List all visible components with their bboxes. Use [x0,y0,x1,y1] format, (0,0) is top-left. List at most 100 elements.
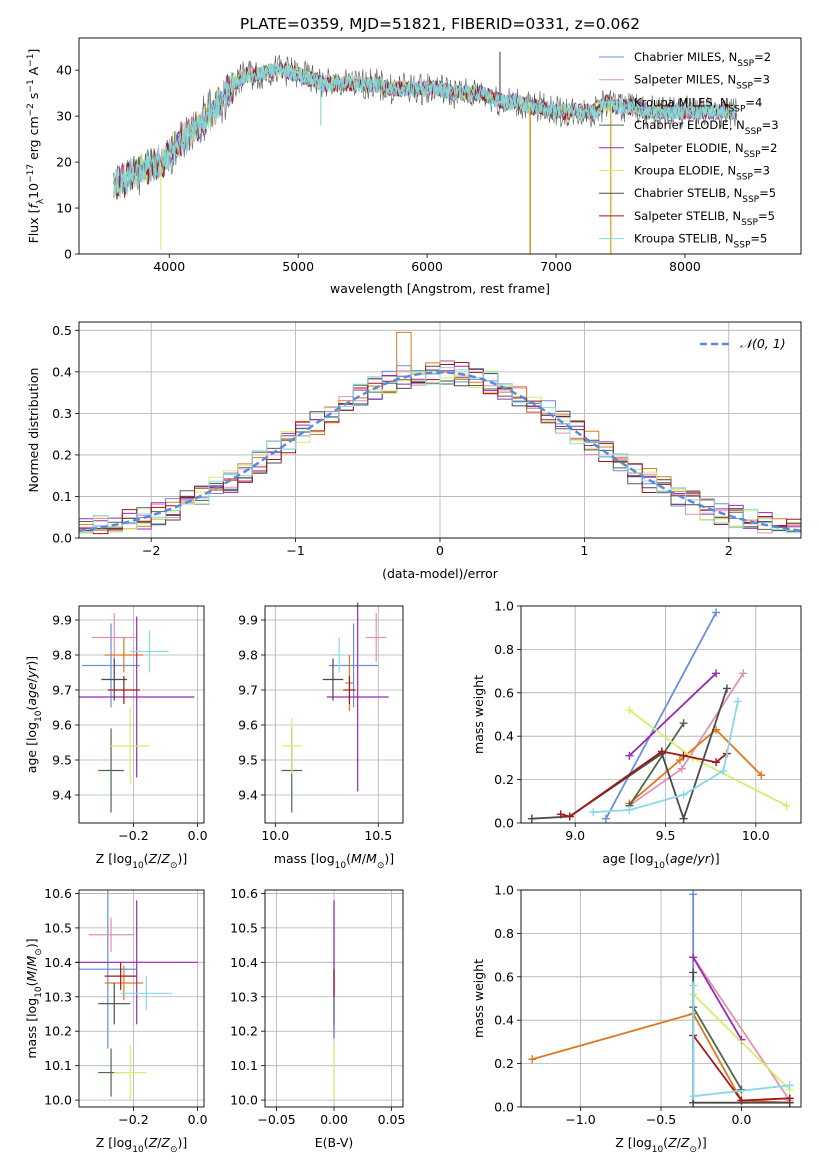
legend-entry: Kroupa ELODIE, NSSP=3 [634,164,770,183]
y-tick-label: 0.4 [494,1013,514,1028]
y-tick-label: 10.1 [230,1058,258,1073]
data-point [675,756,684,765]
line-series [689,1031,794,1105]
series-line [692,956,743,1041]
errorbar-point [281,718,303,774]
errorbar-point [343,676,356,704]
y-tick-label: 0.0 [494,816,514,831]
x-tick-label: 9.5 [656,828,676,843]
y-tick-label: 30 [56,109,72,124]
plot-weight-vs-Z: −1.0 −0.5 0.0 0.0 0.2 0.4 0.6 0.8 1.0 mass weight… [471,883,802,1155]
x-tick-label: 0.0 [732,1112,752,1127]
y-tick-label: 9.5 [238,753,258,768]
y-tick-label: 0.5 [52,323,72,338]
y-tick-label: 10.2 [230,1024,258,1039]
errorbar-point [91,613,137,662]
spectrum-series [113,63,737,196]
series-line [692,956,791,1102]
series-line [628,672,717,757]
y-tick-label: 10.4 [44,955,72,970]
legend-entry: Salpeter ELODIE, NSSP=2 [634,141,777,160]
x-axis-label: Z [log10(Z/Z⊙)] [96,1135,188,1155]
series-line [532,1012,790,1104]
y-tick-label: 9.4 [238,788,258,803]
legend-entry: Chabrier STELIB, NSSP=5 [634,186,776,205]
plot-area [75,890,198,1101]
errorbar-point [101,658,128,701]
x-tick-label: 10.5 [364,828,392,843]
x-tick-label: −0.2 [118,828,148,843]
line-series [625,706,791,810]
legend-entry: Chabrier MILES, NSSP=2 [634,50,771,69]
line-series [601,608,721,823]
data-point [733,697,742,706]
y-tick-label: 9.5 [52,753,72,768]
x-tick-label: 8000 [669,259,701,274]
errorbar-point [79,890,137,1049]
y-tick-label: 0.3 [52,406,72,421]
figure-title: PLATE=0359, MJD=51821, FIBERID=0331, z=0… [240,15,640,33]
errorbar-point [114,1045,147,1101]
plot-area [281,602,389,813]
y-tick-label: 1.0 [494,883,514,898]
data-point [737,1096,746,1105]
data-point [589,808,598,817]
errorbar-point [82,623,140,708]
data-point [679,719,688,728]
x-tick-label: −0.05 [257,1112,295,1127]
x-tick-label: 0.00 [320,1112,348,1127]
axes-frame [264,889,404,1108]
series-line [605,612,717,820]
legend-entry: Chabrier ELODIE, NSSP=3 [634,118,779,137]
data-point [565,812,574,821]
data-point [625,706,634,715]
legend-entry: Kroupa STELIB, NSSP=5 [634,232,767,251]
y-axis-label: Normed distribution [26,368,41,493]
data-point [757,771,766,780]
y-tick-label: 9.9 [52,613,72,628]
y-tick-label: 0.0 [52,531,72,546]
errorbar-point [98,983,131,1025]
x-axis-label: Z [log10(Z/Z⊙)] [96,851,188,871]
y-tick-label: 9.9 [238,613,258,628]
plot-mass-vs-Z: −0.2 0.0 10.0 10.1 10.2 10.3 10.4 10.5 10.6 mass … [24,886,208,1155]
x-tick-label: 0.0 [188,1112,208,1127]
data-point [601,814,610,823]
data-point [689,890,698,899]
y-axis-label: mass weight [471,675,486,754]
axes-frame [264,605,404,824]
x-tick-label: −1.0 [565,1112,595,1127]
y-tick-label: 0.8 [494,642,514,657]
y-axis-label: mass weight [471,959,486,1038]
plot-area [79,613,195,813]
data-point [712,608,721,617]
data-point [679,814,688,823]
legend-entry: Kroupa MILES, NSSP=4 [634,95,762,114]
errorbar-point [104,965,144,1001]
plot-age-vs-Z: −0.2 0.0 9.4 9.5 9.6 9.7 9.8 9.9 age [log10(age/… [24,605,208,871]
y-axis-label: mass [log10(M/M⊙)] [24,938,44,1058]
y-tick-label: 10.6 [44,886,72,901]
x-tick-label: 0 [436,543,444,558]
plot-area [528,890,794,1107]
data-point [782,801,791,810]
data-point [739,669,748,678]
errorbar-point [75,900,198,1025]
x-tick-label: −2 [142,543,160,558]
series-line [692,993,791,1091]
x-tick-label: 5000 [282,259,314,274]
x-axis-label: E(B-V) [315,1135,354,1150]
errorbar-point [88,917,134,952]
y-tick-label: 0.1 [52,489,72,504]
y-tick-label: 0.6 [494,969,514,984]
series-line [692,1006,743,1091]
errorbar-point [365,613,387,662]
data-point [679,790,688,799]
data-point [556,810,565,819]
x-tick-label: −1 [286,543,304,558]
y-tick-label: 9.8 [238,648,258,663]
y-tick-label: 9.4 [52,788,72,803]
errorbar-point [120,976,172,1011]
plot-spectrum: 4000 5000 6000 7000 8000 0 10 20 30 40 Flux [fλ10−… [26,37,802,296]
y-tick-label: 10.4 [230,955,258,970]
